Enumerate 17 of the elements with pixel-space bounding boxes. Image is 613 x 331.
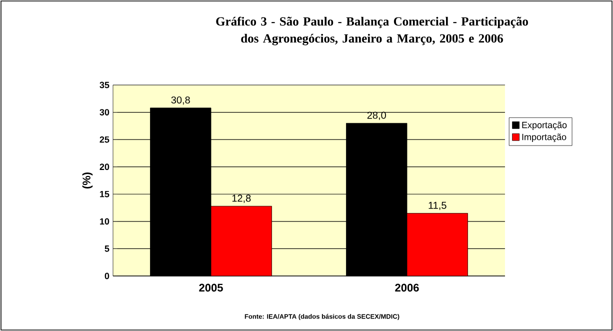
y-tick-label: 5 <box>104 246 110 252</box>
legend-label: Importação <box>522 134 566 142</box>
legend-label: Exportação <box>522 122 567 130</box>
chart-title: Gráfico 3 - São Paulo - Balança Comercial - Participação dos Agronegócios, Janeiro a Março, 2005 e 2006 <box>216 16 528 46</box>
y-tick-label: 25 <box>100 136 110 143</box>
y-tick-label: 35 <box>100 82 110 88</box>
y-tick-label: 10 <box>100 218 110 225</box>
data-label: 12,8 <box>232 194 251 203</box>
y-tick-label: 20 <box>100 164 110 170</box>
y-tick-label: 0 <box>104 272 110 280</box>
x-tick-label: 2006 <box>395 284 419 292</box>
y-axis-title: (%) <box>82 172 93 188</box>
x-tick-label: 2005 <box>199 284 223 292</box>
y-tick-label: 30 <box>100 109 110 116</box>
data-label: 30,8 <box>171 96 190 105</box>
y-tick-label: 15 <box>100 190 110 198</box>
data-label: 11,5 <box>428 202 446 210</box>
